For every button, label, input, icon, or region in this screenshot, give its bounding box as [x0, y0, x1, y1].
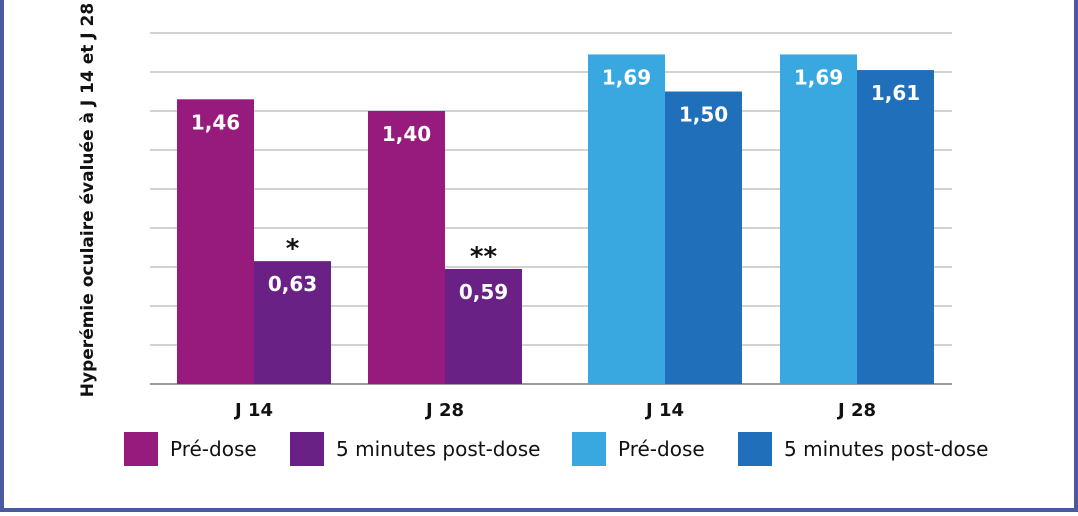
bar [445, 268, 522, 384]
legend-swatch [124, 432, 158, 466]
legend-swatch [738, 432, 772, 466]
bar [780, 54, 857, 384]
legend-item: 5 minutes post-dose [738, 432, 988, 466]
value-label: 1,61 [871, 81, 920, 105]
bar [254, 261, 331, 384]
legend-label: 5 minutes post-dose [336, 437, 541, 461]
bar [665, 91, 742, 384]
significance-marker: * [286, 234, 300, 264]
x-tick-labels: J 14 J 28 J 14 J 28 [233, 400, 876, 421]
value-labels: 1,46 0,63 * 1,40 0,59 ** 1,69 1,50 1,69 1,61 [191, 65, 920, 304]
x-tick-label: J 28 [424, 400, 464, 421]
legend-item: 5 minutes post-dose [290, 432, 540, 466]
value-label: 1,46 [191, 110, 240, 134]
legend-label: 5 minutes post-dose [784, 437, 989, 461]
x-tick-label: J 14 [644, 400, 684, 421]
bar [857, 70, 934, 385]
bars [177, 54, 934, 385]
value-label: 0,63 [268, 272, 317, 296]
legend-swatch [290, 432, 324, 466]
legend-item: Pré-dose [124, 432, 257, 466]
x-tick-label: J 14 [233, 400, 273, 421]
legend-item: Pré-dose [572, 432, 705, 466]
legend-label: Pré-dose [618, 437, 705, 461]
x-tick-label: J 28 [836, 400, 876, 421]
bar [588, 54, 665, 384]
value-label: 1,69 [602, 65, 651, 89]
bar [177, 99, 254, 385]
legend-label: Pré-dose [170, 437, 257, 461]
legend-swatch [572, 432, 606, 466]
bar [368, 111, 445, 384]
value-label: 0,59 [459, 280, 508, 304]
value-label: 1,50 [679, 103, 728, 127]
value-label: 1,69 [794, 65, 843, 89]
value-label: 1,40 [382, 122, 431, 146]
significance-marker: ** [470, 242, 498, 272]
y-axis-label: Hyperémie oculaire évaluée à J 14 et J 2… [78, 2, 98, 398]
